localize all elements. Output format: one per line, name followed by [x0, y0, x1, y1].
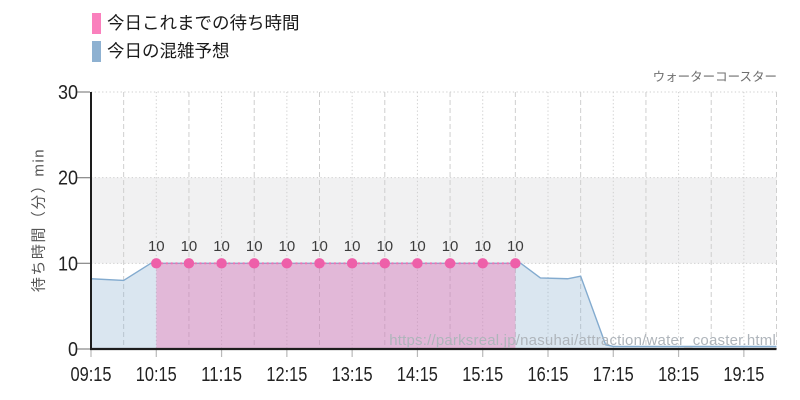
legend-item-forecast: 今日の混雑予想	[92, 41, 300, 62]
series-line-forecast	[90, 262, 777, 348]
point-value-label: 10	[213, 238, 230, 255]
point-value-label: 10	[507, 238, 524, 255]
x-tick-label: 13:15	[332, 364, 373, 386]
x-tick-label: 11:15	[201, 364, 242, 386]
point-value-label: 10	[409, 238, 426, 255]
legend-label-actual: 今日これまでの待ち時間	[107, 13, 300, 33]
legend: 今日これまでの待ち時間 今日の混雑予想	[92, 13, 300, 62]
point-value-label: 10	[279, 238, 296, 255]
data-point[interactable]	[412, 258, 423, 269]
point-value-label: 10	[474, 238, 491, 255]
legend-label-forecast: 今日の混雑予想	[107, 41, 230, 61]
y-tick-label: 20	[58, 168, 78, 190]
data-point[interactable]	[281, 258, 293, 269]
data-point[interactable]	[510, 258, 521, 269]
watermark-url: https://parksreal.jp/nasuhai/attraction/…	[389, 332, 776, 349]
x-tick-label: 19:15	[723, 364, 764, 386]
point-value-label: 10	[442, 238, 459, 255]
data-point[interactable]	[249, 258, 260, 269]
y-tick-label: 30	[58, 82, 78, 104]
shaded-band	[91, 177, 777, 264]
x-tick-label: 12:15	[266, 364, 307, 386]
point-value-label: 10	[148, 238, 165, 255]
data-point[interactable]	[216, 258, 227, 269]
x-tick-label: 15:15	[462, 364, 503, 386]
series-area-forecast	[91, 263, 777, 349]
legend-item-actual: 今日これまでの待ち時間	[92, 13, 300, 34]
x-tick-label: 10:15	[136, 364, 177, 386]
x-tick-label: 09:15	[71, 364, 112, 386]
legend-swatch-actual-icon	[92, 13, 101, 34]
x-tick-label: 18:15	[658, 364, 699, 386]
point-value-label: 10	[311, 238, 328, 255]
x-tick-label: 16:15	[528, 364, 569, 386]
data-point[interactable]	[151, 258, 162, 269]
data-point[interactable]	[183, 258, 195, 269]
series-area-actual	[156, 263, 516, 349]
y-tick-label: 0	[68, 339, 78, 361]
data-point[interactable]	[379, 258, 390, 269]
data-point[interactable]	[346, 258, 358, 269]
legend-swatch-forecast-icon	[92, 41, 101, 62]
point-value-label: 10	[246, 238, 263, 255]
attraction-title: ウォーターコースター	[652, 70, 777, 84]
y-axis-title: 待ち時間（分）min	[30, 147, 48, 293]
point-value-label: 10	[181, 238, 198, 255]
data-point[interactable]	[477, 258, 488, 269]
x-tick-label: 14:15	[397, 364, 438, 386]
x-tick-label: 17:15	[593, 364, 634, 386]
data-point[interactable]	[444, 258, 456, 269]
data-point[interactable]	[314, 258, 325, 269]
point-value-label: 10	[344, 238, 361, 255]
point-value-label: 10	[376, 238, 393, 255]
y-tick-label: 10	[58, 253, 78, 275]
